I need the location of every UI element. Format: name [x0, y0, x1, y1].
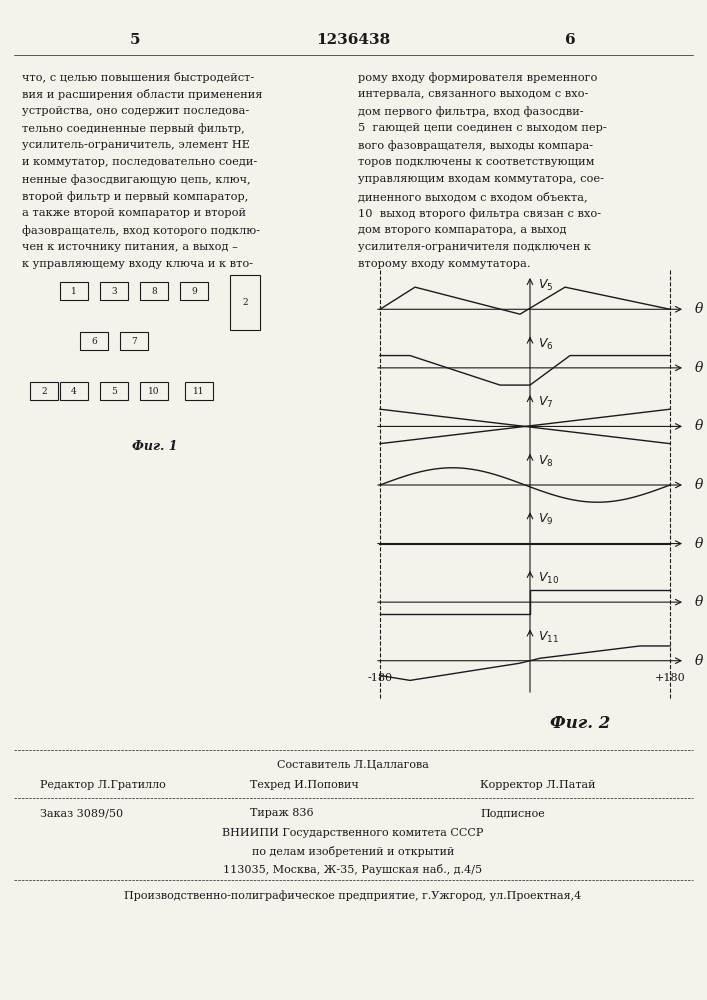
Text: 9: 9 [191, 286, 197, 296]
Text: $V_{9}$: $V_{9}$ [538, 512, 554, 527]
Text: усилитель-ограничитель, элемент НЕ: усилитель-ограничитель, элемент НЕ [22, 140, 250, 150]
Text: Составитель Л.Цаллагова: Составитель Л.Цаллагова [277, 760, 429, 770]
Text: $V_{7}$: $V_{7}$ [538, 395, 554, 410]
Text: вия и расширения области применения: вия и расширения области применения [22, 89, 262, 100]
Text: по делам изобретений и открытий: по делам изобретений и открытий [252, 846, 454, 857]
Text: 10: 10 [148, 386, 160, 395]
Text: $V_{8}$: $V_{8}$ [538, 454, 554, 469]
Bar [120, 332, 148, 350]
Text: 5: 5 [111, 386, 117, 395]
Text: вого фазовращателя, выходы компара-: вого фазовращателя, выходы компара- [358, 140, 593, 151]
Text: 6: 6 [565, 33, 575, 47]
Text: 11: 11 [193, 386, 205, 395]
Text: -180: -180 [368, 673, 392, 683]
Text: что, с целью повышения быстродейст-: что, с целью повышения быстродейст- [22, 72, 255, 83]
Text: θ: θ [695, 302, 703, 316]
Text: Подписное: Подписное [480, 808, 545, 818]
Text: Техред И.Попович: Техред И.Попович [250, 780, 358, 790]
Text: второму входу коммутатора.: второму входу коммутатора. [358, 259, 531, 269]
Text: 113035, Москва, Ж-35, Раушская наб., д.4/5: 113035, Москва, Ж-35, Раушская наб., д.4… [223, 864, 483, 875]
Text: 1236438: 1236438 [316, 33, 390, 47]
Text: 6: 6 [91, 336, 97, 346]
Text: второй фильтр и первый компаратор,: второй фильтр и первый компаратор, [22, 191, 248, 202]
Bar [80, 332, 108, 350]
Text: 1: 1 [71, 286, 77, 296]
Text: торов подключены к соответствующим: торов подключены к соответствующим [358, 157, 595, 167]
Text: Редактор Л.Гратилло: Редактор Л.Гратилло [40, 780, 165, 790]
Text: к управляющему входу ключа и к вто-: к управляющему входу ключа и к вто- [22, 259, 253, 269]
Bar [180, 282, 208, 300]
Text: дом первого фильтра, вход фазосдви-: дом первого фильтра, вход фазосдви- [358, 106, 583, 117]
Text: устройства, оно содержит последова-: устройства, оно содержит последова- [22, 106, 250, 116]
Text: θ: θ [695, 595, 703, 609]
Text: +180: +180 [655, 673, 685, 683]
Bar [30, 382, 58, 400]
Bar [60, 282, 88, 300]
Text: θ: θ [695, 361, 703, 375]
Text: и коммутатор, последовательно соеди-: и коммутатор, последовательно соеди- [22, 157, 257, 167]
Text: тельно соединенные первый фильтр,: тельно соединенные первый фильтр, [22, 123, 245, 134]
Text: $V_{6}$: $V_{6}$ [538, 337, 554, 352]
Text: 3: 3 [111, 286, 117, 296]
Text: 8: 8 [151, 286, 157, 296]
Text: θ: θ [695, 537, 703, 551]
Text: Корректор Л.Патай: Корректор Л.Патай [480, 780, 595, 790]
Text: а также второй компаратор и второй: а также второй компаратор и второй [22, 208, 246, 218]
Text: Производственно-полиграфическое предприятие, г.Ужгород, ул.Проектная,4: Производственно-полиграфическое предприя… [124, 890, 582, 901]
Bar [140, 382, 168, 400]
Text: управляющим входам коммутатора, сое-: управляющим входам коммутатора, сое- [358, 174, 604, 184]
Text: 2: 2 [243, 298, 248, 307]
Text: диненного выходом с входом объекта,: диненного выходом с входом объекта, [358, 191, 588, 202]
Text: $V_{10}$: $V_{10}$ [538, 571, 559, 586]
Text: чен к источнику питания, а выход –: чен к источнику питания, а выход – [22, 242, 238, 252]
Text: дом второго компаратора, а выход: дом второго компаратора, а выход [358, 225, 566, 235]
Text: Фиг. 1: Фиг. 1 [132, 440, 177, 453]
Text: 5: 5 [130, 33, 140, 47]
Text: 10  выход второго фильтра связан с вхо-: 10 выход второго фильтра связан с вхо- [358, 208, 601, 219]
Bar [230, 275, 260, 330]
Text: Фиг. 2: Фиг. 2 [550, 715, 610, 732]
Text: фазовращатель, вход которого подклю-: фазовращатель, вход которого подклю- [22, 225, 260, 236]
Text: Заказ 3089/50: Заказ 3089/50 [40, 808, 123, 818]
Text: ненные фазосдвигающую цепь, ключ,: ненные фазосдвигающую цепь, ключ, [22, 174, 250, 185]
Text: θ: θ [695, 654, 703, 668]
Text: ВНИИПИ Государственного комитета СССР: ВНИИПИ Государственного комитета СССР [222, 828, 484, 838]
Text: $V_{11}$: $V_{11}$ [538, 629, 559, 645]
Text: усилителя-ограничителя подключен к: усилителя-ограничителя подключен к [358, 242, 591, 252]
Bar [60, 382, 88, 400]
Bar [185, 382, 213, 400]
Text: 4: 4 [71, 386, 77, 395]
Text: Тираж 836: Тираж 836 [250, 808, 314, 818]
Text: θ: θ [695, 419, 703, 433]
Text: θ: θ [695, 478, 703, 492]
Text: $V_{5}$: $V_{5}$ [538, 278, 554, 293]
Text: 2: 2 [41, 386, 47, 395]
Text: интервала, связанного выходом с вхо-: интервала, связанного выходом с вхо- [358, 89, 588, 99]
Bar [100, 382, 128, 400]
Text: 7: 7 [131, 336, 137, 346]
Text: 5  гающей цепи соединен с выходом пер-: 5 гающей цепи соединен с выходом пер- [358, 123, 607, 133]
Text: рому входу формирователя временного: рому входу формирователя временного [358, 72, 597, 83]
Bar [100, 282, 128, 300]
Bar [140, 282, 168, 300]
